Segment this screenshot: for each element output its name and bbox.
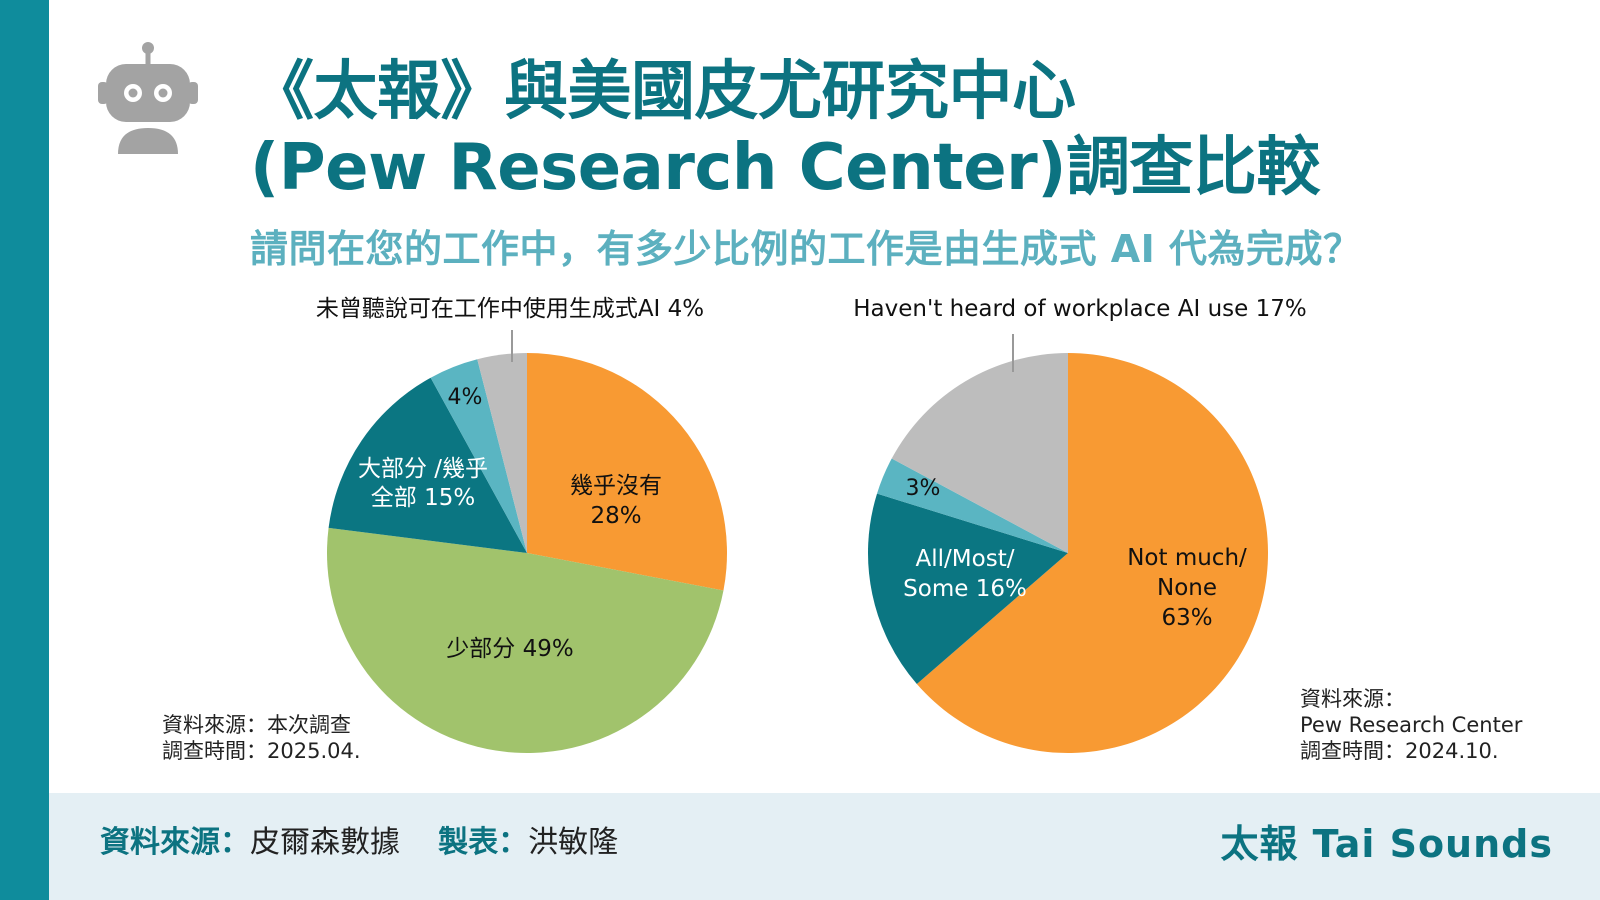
slice-label: 幾乎沒有 — [570, 473, 662, 499]
slice-value-label: 28% — [590, 503, 641, 529]
pie-slice — [877, 458, 1068, 553]
accent-side-bar — [0, 0, 49, 900]
pie-slice — [328, 377, 527, 553]
slice-value-label: 63% — [1161, 605, 1212, 631]
pie-slice — [916, 353, 1268, 753]
slice-label: All/Most/ — [916, 546, 1015, 572]
slice-label: 全部 15% — [371, 485, 475, 511]
pie-slice — [891, 353, 1068, 553]
footer-source-label: 資料來源： — [100, 825, 250, 860]
footer-bar: 資料來源：皮爾森數據 製表：洪敏隆 太報 Tai Sounds — [49, 793, 1600, 900]
slice-label: 大部分 /幾乎 — [358, 456, 488, 482]
slice-value-label: 4% — [448, 385, 483, 410]
right-chart-source: 資料來源： Pew Research Center 調查時間：2024.10. — [1300, 687, 1523, 763]
footer-maker-label: 製表： — [438, 825, 529, 860]
title-line-2: (Pew Research Center)調查比較 — [250, 131, 1320, 205]
brand-logo-text: 太報 Tai Sounds — [1220, 822, 1553, 866]
slice-label: Some 16% — [903, 576, 1027, 602]
pie-chart-pew: Haven't heard of workplace AI use 17% No… — [853, 296, 1307, 753]
footer-source-value: 皮爾森數據 — [250, 825, 400, 860]
callout-label: 未曾聽說可在工作中使用生成式AI 4% — [316, 296, 704, 322]
page-title: 《太報》與美國皮尤研究中心 (Pew Research Center)調查比較 — [250, 54, 1320, 206]
survey-question: 請問在您的工作中，有多少比例的工作是由生成式 AI 代為完成？ — [250, 227, 1362, 271]
slice-value-label: 3% — [906, 476, 941, 501]
footer-maker-value: 洪敏隆 — [528, 825, 619, 860]
robot-icon — [98, 42, 198, 154]
pie-slice — [327, 527, 724, 753]
title-line-1: 《太報》與美國皮尤研究中心 — [250, 55, 1076, 129]
pie-slice — [477, 353, 527, 553]
pie-chart-tai-sounds: 未曾聽說可在工作中使用生成式AI 4% 幾乎沒有 28% 少部分 49% 大部分… — [316, 296, 727, 753]
left-chart-source: 資料來源：本次調查 調查時間：2025.04. — [162, 713, 361, 763]
slice-label: 少部分 49% — [446, 636, 573, 662]
footer-credits: 資料來源：皮爾森數據 製表：洪敏隆 — [100, 817, 618, 861]
pie-slice — [527, 353, 727, 591]
callout-label: Haven't heard of workplace AI use 17% — [853, 296, 1306, 322]
pie-slice — [430, 359, 527, 553]
pie-slice — [868, 493, 1068, 684]
slice-label: None — [1157, 575, 1217, 601]
slice-label: Not much/ — [1127, 545, 1247, 571]
